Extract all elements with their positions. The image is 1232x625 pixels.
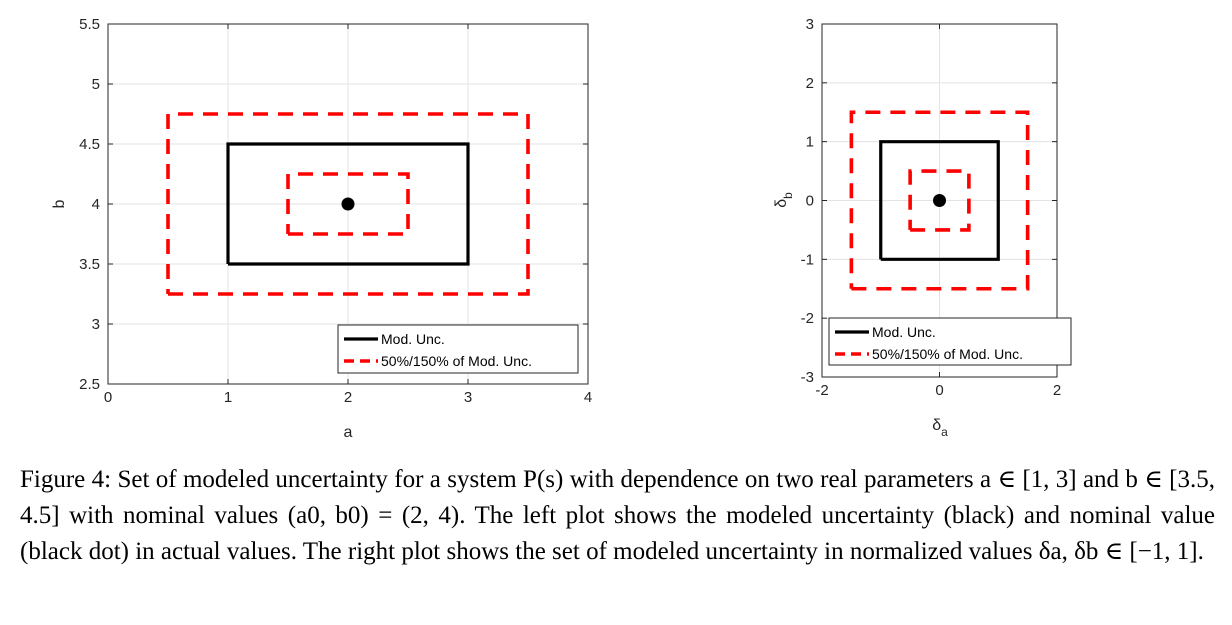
x-tick-label: 3 [464,389,472,406]
x-tick-label: 0 [104,389,112,406]
caption-body: Set of modeled uncertainty for a system … [20,466,1216,565]
series-line-0 [879,140,1000,261]
y-tick-label: 5 [92,76,100,93]
y-axis-label: δb [773,192,795,208]
figure: 0 1 2 3 4 2.5 3 3.5 4 4.5 5 5.5 a b Mod. Unc. 50%/150% … [51,16,1072,441]
figure-caption: Figure 4: Set of modeled uncertainty for… [20,462,1215,570]
y-tick-label: 2 [806,75,814,92]
x-axis-label: δa [932,417,948,439]
nominal-point [933,194,946,207]
legend-label: Mod. Unc. [872,324,936,340]
y-tick-label: -1 [801,251,814,268]
y-tick-label: 4 [92,196,100,213]
series-line-1 [286,172,410,236]
y-tick-label: 0 [806,193,814,210]
x-axis-label: a [344,424,353,441]
series-line-0 [226,142,470,266]
x-tick-label: 1 [224,389,232,406]
x-tick-label: 4 [584,389,592,406]
x-tick-label: 2 [344,389,352,406]
series-line-1 [908,169,971,232]
y-tick-label: 2.5 [79,376,100,393]
legend-label: Mod. Unc. [381,331,445,347]
x-tick-label: -2 [815,382,828,399]
y-tick-label: -2 [801,310,814,327]
series-line-2 [166,112,530,296]
y-tick-label: 3 [92,316,100,333]
y-tick-label: -3 [801,369,814,386]
nominal-point [341,197,355,211]
y-tick-label: 3 [806,16,814,33]
x-tick-label: 0 [935,382,943,399]
series-line-2 [849,110,1030,291]
y-tick-label: 4.5 [79,136,100,153]
x-tick-label: 2 [1053,382,1061,399]
legend-label: 50%/150% of Mod. Unc. [872,346,1023,362]
legend-box [337,324,579,374]
y-axis-label: b [51,199,68,208]
y-tick-label: 5.5 [79,16,100,33]
legend-label: 50%/150% of Mod. Unc. [381,353,532,369]
caption-text: Figure 4: [20,466,112,493]
left-plot: 0 1 2 3 4 2.5 3 3.5 4 4.5 5 5.5 a b Mod. Unc. 50%/150% … [51,16,592,441]
y-tick-label: 1 [806,134,814,151]
y-tick-label: 3.5 [79,256,100,273]
legend-box [828,317,1072,366]
